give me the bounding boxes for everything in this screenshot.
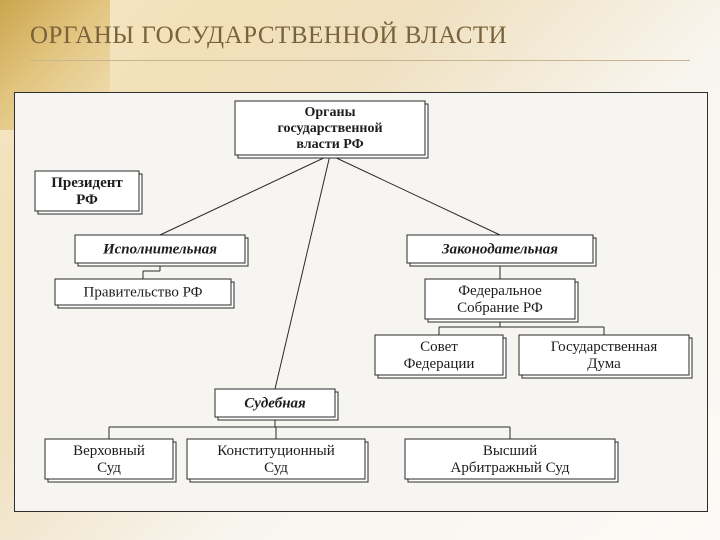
- node-pres: ПрезидентРФ: [35, 171, 142, 214]
- node-vsud: ВерховныйСуд: [45, 439, 176, 482]
- node-jud: Судебная: [215, 389, 338, 420]
- svg-text:государственной: государственной: [277, 121, 382, 136]
- svg-text:Исполнительная: Исполнительная: [102, 242, 217, 258]
- diagram-svg: Органыгосударственнойвласти РФ ПрезидентР…: [15, 93, 707, 511]
- svg-text:Дума: Дума: [587, 356, 621, 372]
- node-root: Органыгосударственнойвласти РФ: [235, 101, 428, 158]
- svg-text:Суд: Суд: [264, 460, 288, 476]
- diagram-panel: Органыгосударственнойвласти РФ ПрезидентР…: [14, 92, 708, 512]
- svg-text:Законодательная: Законодательная: [441, 242, 558, 258]
- node-fed: ФедеральноеСобрание РФ: [425, 279, 578, 322]
- svg-text:власти РФ: власти РФ: [296, 137, 363, 152]
- node-ksud: КонституционныйСуд: [187, 439, 368, 482]
- svg-text:Органы: Органы: [304, 105, 355, 120]
- svg-text:Высший: Высший: [483, 443, 537, 459]
- svg-text:Президент: Президент: [51, 175, 123, 191]
- svg-text:Арбитражный Суд: Арбитражный Суд: [451, 460, 570, 476]
- node-gov: Правительство РФ: [55, 279, 234, 308]
- svg-text:Государственная: Государственная: [551, 339, 658, 355]
- node-sov: СоветФедерации: [375, 335, 506, 378]
- slide-title: ОРГАНЫ ГОСУДАРСТВЕННОЙ ВЛАСТИ: [30, 22, 690, 61]
- svg-text:Судебная: Судебная: [244, 396, 306, 412]
- svg-text:Собрание РФ: Собрание РФ: [457, 300, 543, 316]
- node-duma: ГосударственнаяДума: [519, 335, 692, 378]
- node-asud: ВысшийАрбитражный Суд: [405, 439, 618, 482]
- svg-text:Федеральное: Федеральное: [458, 283, 542, 299]
- svg-text:Федерации: Федерации: [404, 356, 475, 372]
- svg-text:Совет: Совет: [420, 339, 458, 355]
- svg-text:Суд: Суд: [97, 460, 121, 476]
- svg-text:Конституционный: Конституционный: [217, 443, 335, 459]
- slide: ОРГАНЫ ГОСУДАРСТВЕННОЙ ВЛАСТИ Органыгосу…: [0, 0, 720, 540]
- svg-text:Правительство РФ: Правительство РФ: [83, 285, 202, 301]
- svg-text:РФ: РФ: [76, 192, 98, 208]
- svg-text:Верховный: Верховный: [73, 443, 145, 459]
- node-exec: Исполнительная: [75, 235, 248, 266]
- node-leg: Законодательная: [407, 235, 596, 266]
